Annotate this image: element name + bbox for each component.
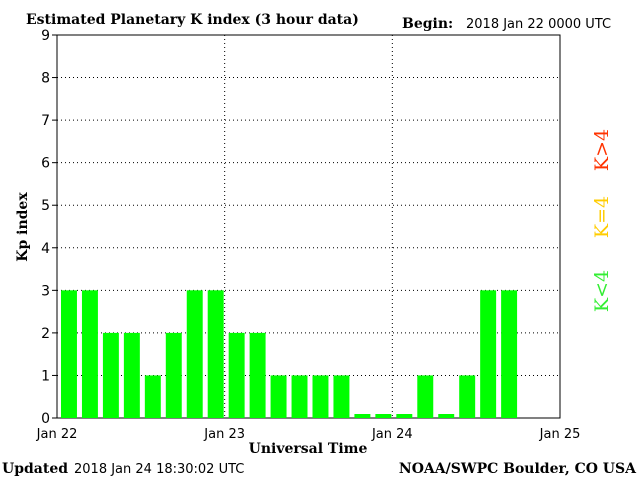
y-axis-label: Kp index [15, 192, 31, 262]
x-axis-ticks: Jan 22 Jan 23 Jan 24 Jan 25 [36, 427, 581, 442]
legend-k-lt-4: K<4 [591, 270, 613, 312]
x-tick-label: Jan 24 [371, 427, 413, 442]
x-tick-label: Jan 23 [203, 427, 245, 442]
y-tick-label: 8 [41, 71, 50, 87]
y-tick-label: 2 [41, 326, 50, 342]
kp-bar [291, 375, 308, 418]
kp-bar [312, 375, 329, 418]
x-axis-label: Universal Time [249, 441, 368, 457]
begin-label: Begin: [402, 16, 453, 32]
kp-bar [354, 414, 371, 418]
kp-bar [165, 332, 182, 418]
kp-bar [123, 332, 140, 418]
y-tick-label: 4 [41, 241, 50, 257]
updated-value: 2018 Jan 24 18:30:02 UTC [74, 462, 244, 477]
y-tick-label: 1 [41, 368, 50, 384]
kp-bar [102, 332, 119, 418]
legend: K>4 K=4 K<4 [591, 129, 613, 312]
x-tick-label: Jan 25 [539, 427, 581, 442]
kp-bar [396, 414, 413, 418]
y-tick-label: 0 [41, 411, 50, 427]
y-axis-ticks: 0 1 2 3 4 5 6 7 8 9 [41, 28, 57, 427]
bars [61, 290, 518, 418]
plot-frame [56, 34, 561, 419]
kp-bar [480, 290, 497, 418]
begin-value: 2018 Jan 22 0000 UTC [466, 17, 611, 32]
kp-bar [186, 290, 203, 418]
kp-bar [207, 290, 224, 418]
chart-title: Estimated Planetary K index (3 hour data… [26, 12, 359, 28]
kp-bar [417, 375, 434, 418]
kp-bar [438, 414, 455, 418]
y-tick-label: 5 [41, 198, 50, 214]
legend-k-eq-4: K=4 [591, 196, 613, 238]
kp-bar [333, 375, 350, 418]
y-tick-label: 6 [41, 156, 50, 172]
legend-k-gt-4: K>4 [591, 129, 613, 171]
y-tick-label: 9 [41, 28, 50, 44]
kp-bar [375, 414, 392, 418]
kp-bar [81, 290, 98, 418]
kp-bar [459, 375, 476, 418]
kp-bar [144, 375, 161, 418]
kp-bar [61, 290, 77, 418]
kp-bar [228, 332, 245, 418]
x-tick-label: Jan 22 [36, 427, 78, 442]
y-tick-label: 7 [41, 113, 50, 129]
credit-text: NOAA/SWPC Boulder, CO USA [399, 461, 637, 477]
kp-bar [270, 375, 287, 418]
updated-label: Updated [2, 461, 68, 477]
y-tick-label: 3 [41, 283, 50, 299]
kp-bar [501, 290, 518, 418]
kp-bar [249, 332, 266, 418]
